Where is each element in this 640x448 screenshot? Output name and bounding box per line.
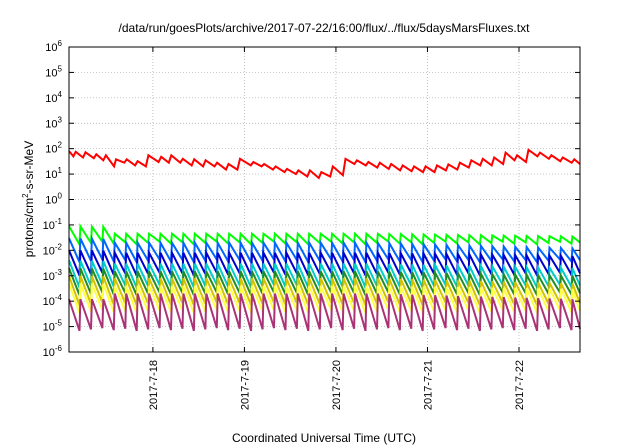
y-tick-label: 10-1 — [43, 217, 63, 232]
y-tick-label: 10-3 — [43, 268, 63, 283]
x-tick-label: 2017-7-18 — [148, 360, 160, 410]
y-tick-base: 10 — [43, 220, 55, 232]
y-tick-label: 105 — [45, 64, 62, 79]
tick-group — [69, 46, 580, 353]
y-axis-label-main: protons/cm — [22, 198, 36, 257]
y-tick-label: 10-6 — [43, 344, 63, 359]
series-line-4 — [68, 248, 581, 280]
y-tick-exp: 1 — [58, 166, 63, 175]
y-axis-label: protons/cm2-s-sr-MeV — [21, 141, 36, 257]
series-line-3 — [68, 234, 581, 266]
y-tick-exp: 3 — [58, 115, 63, 124]
y-tick-exp: -5 — [55, 319, 63, 328]
y-tick-label: 103 — [45, 115, 62, 130]
chart-title: /data/run/goesPlots/archive/2017-07-22/1… — [119, 21, 531, 35]
y-tick-exp: 2 — [58, 141, 63, 150]
y-tick-exp: -4 — [55, 293, 63, 302]
y-tick-base: 10 — [43, 347, 55, 359]
y-tick-label: 10-2 — [43, 242, 63, 257]
y-tick-base: 10 — [45, 67, 57, 79]
y-tick-base: 10 — [45, 169, 57, 181]
series-line-2 — [68, 223, 581, 248]
y-tick-exp: -6 — [55, 344, 63, 353]
y-tick-exp: -1 — [55, 217, 63, 226]
y-tick-label: 10-5 — [43, 319, 63, 334]
y-tick-base: 10 — [43, 296, 55, 308]
series-group — [68, 148, 581, 332]
y-tick-label: 100 — [45, 192, 62, 207]
y-tick-labels: 10-610-510-410-310-210-11001011021031041… — [43, 39, 63, 359]
x-tick-label: 2017-7-22 — [514, 360, 526, 410]
y-tick-base: 10 — [45, 144, 57, 156]
y-tick-exp: -3 — [55, 268, 63, 277]
y-tick-exp: 6 — [58, 39, 63, 48]
x-tick-labels: 2017-7-18 2017-7-19 2017-7-20 2017-7-21 2017… — [148, 360, 526, 410]
x-tick-label: 2017-7-19 — [239, 360, 251, 410]
y-tick-base: 10 — [43, 322, 55, 334]
y-tick-exp: 5 — [58, 64, 63, 73]
y-tick-base: 10 — [45, 42, 57, 54]
y-tick-exp: 4 — [58, 90, 63, 99]
x-tick-label: 2017-7-20 — [331, 360, 343, 410]
y-tick-base: 10 — [45, 118, 57, 130]
series-line-1 — [68, 148, 581, 180]
y-tick-label: 106 — [45, 39, 62, 54]
y-tick-base: 10 — [43, 245, 55, 257]
y-tick-base: 10 — [45, 195, 57, 207]
x-axis-label: Coordinated Universal Time (UTC) — [232, 431, 416, 445]
x-tick-label: 2017-7-21 — [422, 360, 434, 410]
y-tick-label: 104 — [45, 90, 62, 105]
series-line-7 — [68, 275, 581, 307]
y-tick-label: 10-4 — [43, 293, 63, 308]
series-line-9 — [68, 293, 581, 332]
series-line-6 — [68, 267, 581, 300]
y-tick-label: 101 — [45, 166, 62, 181]
y-tick-exp: 0 — [58, 192, 63, 201]
series-line-5 — [68, 260, 581, 292]
y-tick-label: 102 — [45, 141, 62, 156]
y-axis-label-sup: 2 — [21, 193, 30, 198]
series-line-8 — [68, 283, 581, 314]
y-tick-base: 10 — [45, 93, 57, 105]
y-tick-base: 10 — [43, 271, 55, 283]
y-tick-exp: -2 — [55, 242, 63, 251]
y-axis-label-rest: -s-sr-MeV — [22, 141, 36, 194]
